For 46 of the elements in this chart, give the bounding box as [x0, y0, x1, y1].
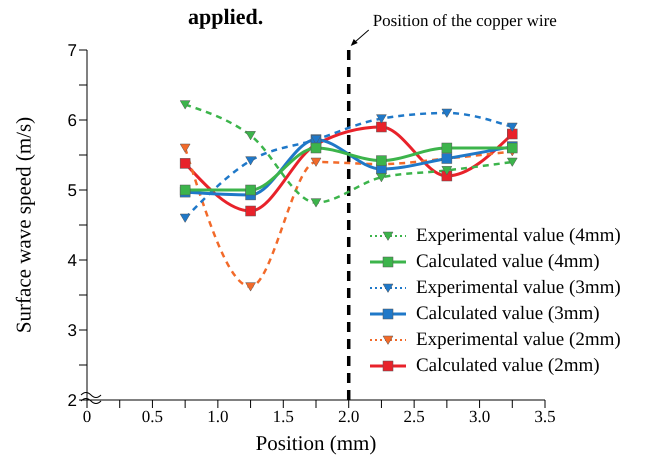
y-axis-title: Surface wave speed (m/s): [11, 116, 36, 334]
y-tick-label: 7: [68, 41, 77, 60]
x-tick-label: 2.5: [404, 407, 425, 426]
y-tick-label: 2: [68, 391, 77, 410]
y-tick-label: 5: [68, 181, 77, 200]
x-tick-label: 0.5: [142, 407, 164, 426]
point: [180, 100, 190, 110]
point: [442, 108, 452, 118]
legend-label: Calculated value (4mm): [416, 251, 600, 273]
point: [180, 214, 190, 223]
x-tick-label: 1.5: [272, 407, 294, 426]
point: [442, 166, 452, 176]
legend-label: Experimental value (4mm): [416, 225, 621, 247]
point: [180, 144, 190, 153]
ref-line-label: Position of the copper wire: [372, 11, 557, 30]
x-axis-title: Position (mm): [256, 431, 376, 455]
point: [507, 158, 518, 167]
legend-label: Calculated value (3mm): [416, 303, 600, 325]
point: [245, 282, 256, 292]
point: [376, 122, 387, 132]
x-tick-label: 1.0: [207, 407, 228, 426]
x-tick-label: 2.0: [338, 407, 360, 426]
text: applied.: [188, 4, 264, 30]
point: [507, 128, 518, 140]
point: [376, 173, 387, 182]
point: [245, 131, 256, 140]
legend-label: Calculated value (2mm): [416, 355, 600, 377]
y-tick-label: 3: [68, 321, 77, 340]
point: [245, 156, 256, 166]
x-tick-label: 3.5: [534, 407, 556, 426]
x-tick-label: 0: [82, 407, 92, 426]
point: [376, 114, 387, 124]
point: [245, 206, 256, 216]
point: [507, 122, 518, 132]
point: [310, 198, 322, 208]
legend-label: Experimental value (2mm): [416, 329, 621, 351]
point: [310, 158, 322, 167]
point: [245, 184, 256, 196]
y-tick-label: 6: [68, 111, 77, 130]
point: [376, 155, 387, 166]
point: [180, 158, 190, 169]
y-tick-label: 4: [68, 251, 77, 270]
x-tick-label: 3.0: [468, 407, 490, 426]
point: [442, 142, 452, 154]
legend-label: Experimental value (3mm): [416, 277, 621, 299]
point: [310, 142, 322, 154]
